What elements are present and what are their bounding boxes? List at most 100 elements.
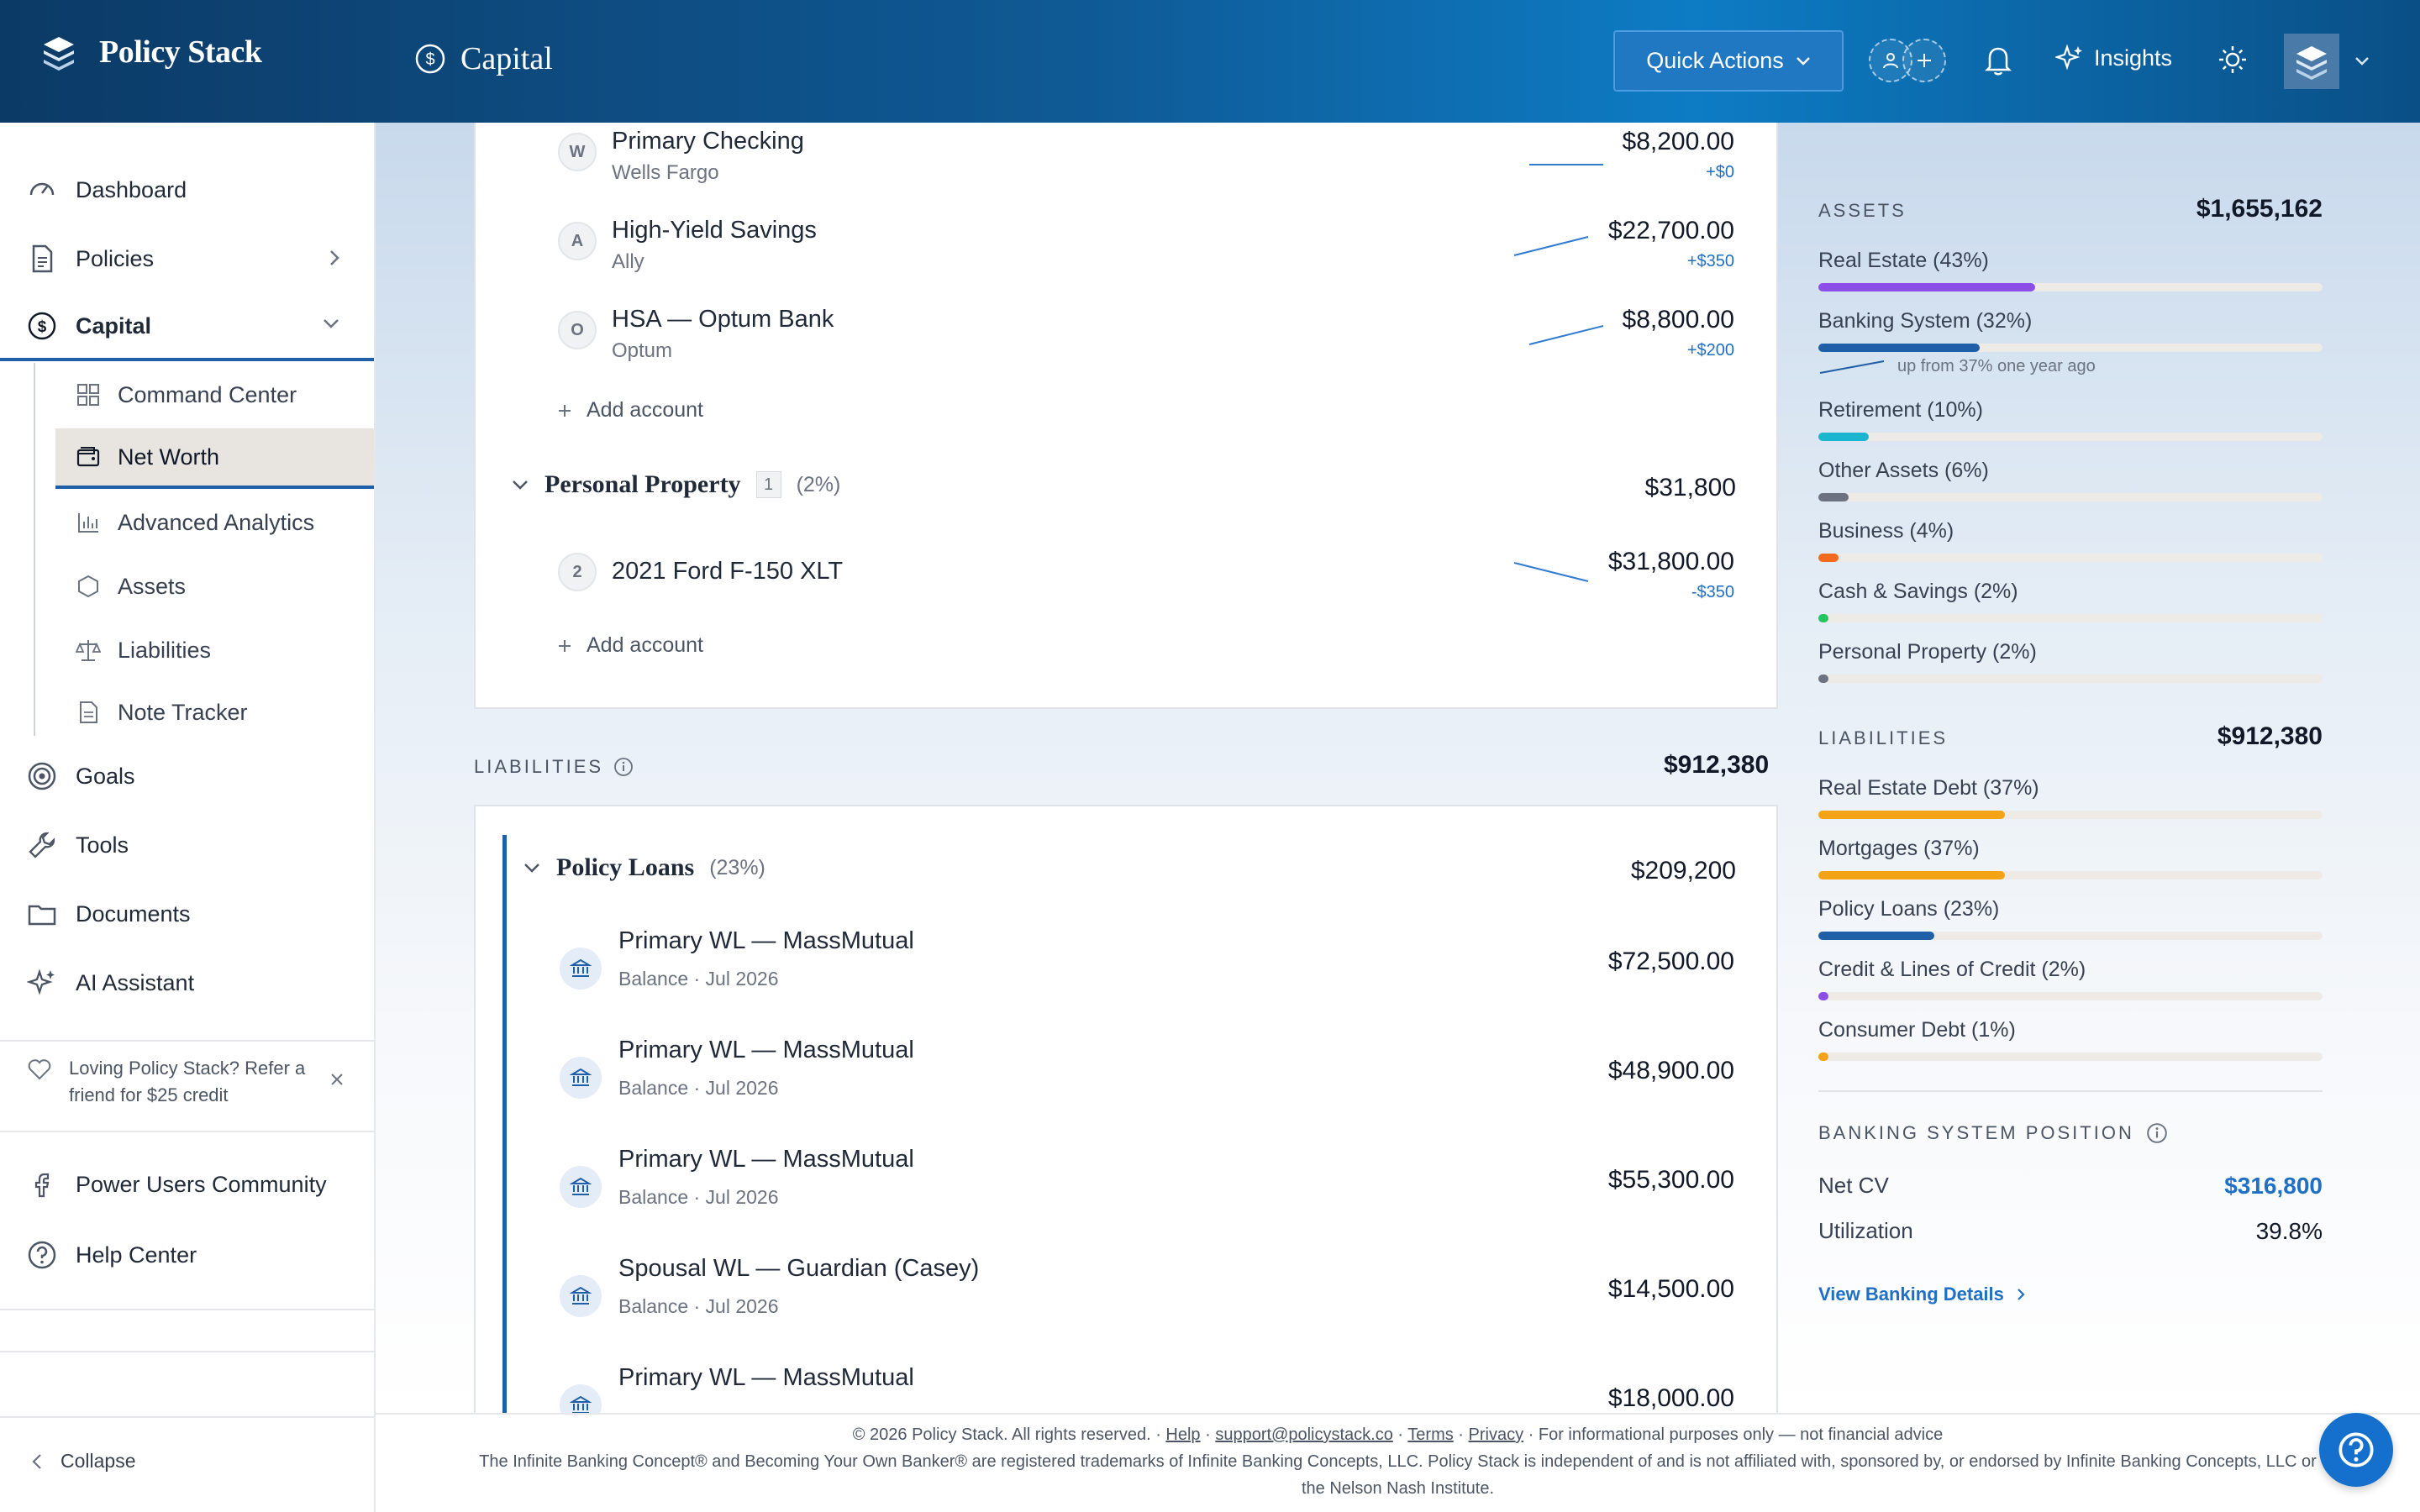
heart-icon xyxy=(28,1059,51,1080)
brand-logo[interactable]: Policy Stack xyxy=(40,34,262,71)
loan-row[interactable]: Primary WL — MassMutual Balance · Jul 20… xyxy=(476,924,1775,1033)
footer-terms-link[interactable]: Terms xyxy=(1407,1425,1454,1444)
add-account-button[interactable]: Add account xyxy=(556,398,703,423)
insights-button[interactable]: Insights xyxy=(2055,44,2172,72)
referral-banner[interactable]: Loving Policy Stack? Refer a friend for … xyxy=(27,1055,346,1109)
allocation-bar-item: Cash & Savings (2%) xyxy=(1818,580,2323,622)
account-institution: Ally xyxy=(612,250,644,273)
allocation-track xyxy=(1818,992,2323,1000)
sidebar-item-advanced-analytics[interactable]: Advanced Analytics xyxy=(55,492,374,553)
allocation-fill xyxy=(1818,992,1828,1000)
insights-label: Insights xyxy=(2094,45,2173,71)
allocation-bar-item: Policy Loans (23%) xyxy=(1818,897,2323,940)
theme-toggle-button[interactable] xyxy=(2217,44,2249,80)
loan-row[interactable]: Primary WL — MassMutual Balance · Jul 20… xyxy=(476,1142,1775,1252)
gauge-icon xyxy=(29,182,55,196)
info-icon[interactable] xyxy=(613,757,634,777)
account-name: Primary Checking xyxy=(612,128,804,155)
sidebar-item-label: Power Users Community xyxy=(76,1171,327,1197)
sidebar-item-capital[interactable]: $ Capital xyxy=(0,294,374,361)
sidebar-link-community[interactable]: Power Users Community xyxy=(0,1151,374,1218)
allocation-bar-item: Credit & Lines of Credit (2%) xyxy=(1818,958,2323,1000)
sidebar-item-ai-assistant[interactable]: AI Assistant xyxy=(0,949,374,1016)
liabilities-summary-total: $912,380 xyxy=(2217,722,2323,750)
account-amount: $8,800.00 xyxy=(1622,306,1734,333)
loan-row[interactable]: Primary WL — MassMutual $18,000.00 xyxy=(476,1361,1775,1470)
notifications-button[interactable] xyxy=(1983,44,2013,80)
account-row[interactable]: O HSA — Optum Bank Optum $8,800.00 +$200 xyxy=(476,301,1775,385)
personal-property-group-header[interactable]: Personal Property 1 (2%) xyxy=(511,470,840,499)
allocation-fill xyxy=(1818,493,1849,501)
folder-icon xyxy=(28,905,56,926)
allocation-track xyxy=(1818,811,2323,819)
sidebar-divider xyxy=(0,1309,374,1310)
view-banking-details-link[interactable]: View Banking Details xyxy=(1818,1284,2026,1305)
sidebar-item-goals[interactable]: Goals xyxy=(0,743,374,810)
account-name: 2021 Ford F-150 XLT xyxy=(612,558,844,585)
allocation-track xyxy=(1818,283,2323,291)
account-row[interactable]: W Primary Checking Wells Fargo $8,200.00… xyxy=(476,123,1775,207)
allocation-label: Banking System (32%) xyxy=(1818,309,2033,333)
sidebar-item-tools[interactable]: Tools xyxy=(0,811,374,879)
allocation-bar-item: Retirement (10%) xyxy=(1818,398,2323,441)
sidebar-item-note-tracker[interactable]: Note Tracker xyxy=(55,682,374,743)
facebook-icon xyxy=(34,1173,50,1198)
chevron-down-icon xyxy=(2355,57,2369,66)
sidebar-item-net-worth[interactable]: Net Worth xyxy=(55,428,374,489)
loan-name: Primary WL — MassMutual xyxy=(618,1364,914,1391)
banking-trend-note: up from 37% one year ago xyxy=(1818,356,2096,376)
add-account-label: Add account xyxy=(587,633,703,657)
loan-name: Primary WL — MassMutual xyxy=(618,1037,914,1063)
submenu-guide-line xyxy=(34,363,35,736)
profile-menu[interactable] xyxy=(2284,34,2370,89)
footer-email-link[interactable]: support@policystack.co xyxy=(1215,1425,1393,1444)
banking-trend-text: up from 37% one year ago xyxy=(1897,356,2096,375)
view-banking-details-label: View Banking Details xyxy=(1818,1284,2004,1305)
bank-icon xyxy=(560,1057,602,1099)
panel-divider xyxy=(1818,1090,2323,1092)
collapse-sidebar-button[interactable]: Collapse xyxy=(32,1450,136,1473)
sidebar-sub-label: Liabilities xyxy=(118,637,212,663)
account-row[interactable]: 2 2021 Ford F-150 XLT $31,800.00 -$350 xyxy=(476,546,1775,630)
add-account-label: Add account xyxy=(587,398,703,422)
add-account-button[interactable]: Add account xyxy=(556,633,703,658)
footer-help-link[interactable]: Help xyxy=(1165,1425,1201,1444)
allocation-label: Policy Loans (23%) xyxy=(1818,897,2000,921)
allocation-bar-item: Personal Property (2%) xyxy=(1818,640,2323,683)
sidebar-link-help-center[interactable]: Help Center xyxy=(0,1221,374,1289)
footer-privacy-link[interactable]: Privacy xyxy=(1468,1425,1524,1444)
close-icon[interactable] xyxy=(329,1072,345,1087)
utilization-value: 39.8% xyxy=(2255,1218,2323,1244)
allocation-track xyxy=(1818,433,2323,441)
allocation-label: Mortgages (37%) xyxy=(1818,837,1980,860)
allocation-label: Cash & Savings (2%) xyxy=(1818,580,2018,603)
utilization-row: Utilization 39.8% xyxy=(1818,1218,2323,1245)
sidebar-item-label: Tools xyxy=(76,832,129,858)
liabilities-total: $912,380 xyxy=(1664,751,1770,779)
bank-icon xyxy=(560,948,602,990)
avatar xyxy=(2284,34,2339,89)
group-total: $31,800 xyxy=(1644,474,1736,501)
plus-icon xyxy=(559,404,571,417)
loan-row[interactable]: Spousal WL — Guardian (Casey) Balance · … xyxy=(476,1252,1775,1361)
sidebar-item-assets[interactable]: Assets xyxy=(55,556,374,617)
footer-trademark: The Infinite Banking Concept® and Becomi… xyxy=(479,1452,2317,1498)
quick-actions-button[interactable]: Quick Actions xyxy=(1613,30,1844,92)
sidebar-item-dashboard[interactable]: Dashboard xyxy=(0,156,374,223)
info-icon[interactable] xyxy=(2146,1122,2168,1144)
invite-users-button[interactable] xyxy=(1869,39,1946,82)
loan-row[interactable]: Primary WL — MassMutual Balance · Jul 20… xyxy=(476,1033,1775,1142)
policy-loans-group-header[interactable]: Policy Loans (23%) xyxy=(523,853,765,882)
allocation-label: Business (4%) xyxy=(1818,519,1954,543)
allocation-fill xyxy=(1818,554,1839,562)
account-row[interactable]: A High-Yield Savings Ally $22,700.00 +$3… xyxy=(476,212,1775,296)
trend-up-icon xyxy=(1819,360,1885,374)
help-chat-button[interactable] xyxy=(2319,1413,2393,1487)
sidebar-item-documents[interactable]: Documents xyxy=(0,880,374,948)
sidebar-item-command-center[interactable]: Command Center xyxy=(55,365,374,425)
loan-amount: $48,900.00 xyxy=(1607,1057,1734,1084)
sidebar-item-liabilities[interactable]: Liabilities xyxy=(55,620,374,680)
assets-summary-label: ASSETS xyxy=(1818,200,1907,221)
allocation-bar-item: Business (4%) xyxy=(1818,519,2323,562)
sidebar-item-policies[interactable]: Policies xyxy=(0,225,374,292)
